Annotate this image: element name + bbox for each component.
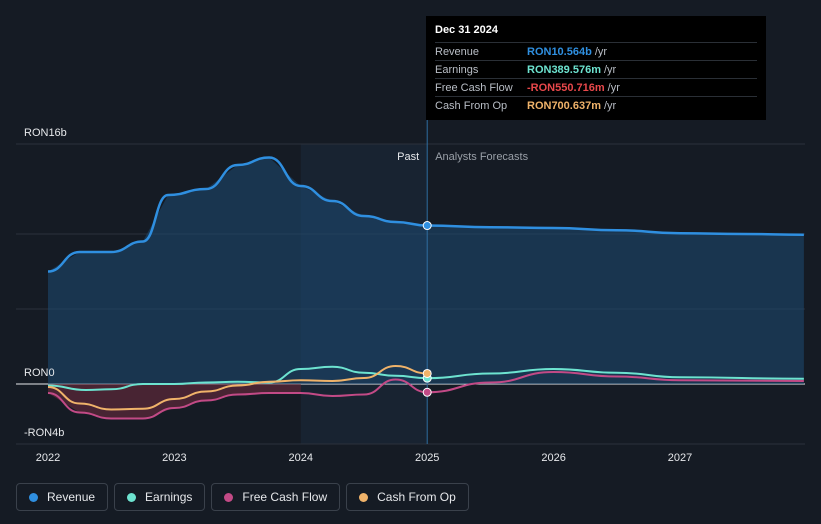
y-tick-label: -RON4b <box>24 427 64 439</box>
y-axis-labels: RON16b RON0 -RON4b <box>24 127 67 439</box>
legend-label: Earnings <box>145 490 193 504</box>
tooltip-unit: /yr <box>607 81 620 94</box>
series-markers <box>422 221 432 397</box>
free-cash-flow-dot-icon <box>224 492 234 502</box>
cash-from-op-marker <box>422 368 432 378</box>
tooltip-row-cash-from-op: Cash From Op RON700.637m /yr <box>435 96 757 114</box>
legend: Revenue Earnings Free Cash Flow Cash Fro… <box>16 483 469 511</box>
revenue-marker <box>422 221 432 231</box>
free-cash-flow-line <box>47 370 804 420</box>
x-tick-label: 2026 <box>541 452 565 464</box>
earnings-line <box>47 365 804 392</box>
series-lines <box>47 156 804 420</box>
tooltip-row-revenue: Revenue RON10.564b /yr <box>435 42 757 60</box>
legend-item-cash-from-op[interactable]: Cash From Op <box>346 483 469 511</box>
x-tick-label: 2023 <box>162 452 186 464</box>
tooltip-unit: /yr <box>604 99 617 112</box>
tooltip-date: Dec 31 2024 <box>435 24 498 36</box>
x-axis-labels: 2022 2023 2024 2025 2026 2027 <box>36 452 692 464</box>
tooltip-value: RON10.564b <box>527 45 592 58</box>
tooltip-row-earnings: Earnings RON389.576m /yr <box>435 60 757 78</box>
cash-from-op-dot-icon <box>359 492 369 502</box>
legend-label: Free Cash Flow <box>242 490 328 504</box>
revenue-line <box>47 156 804 273</box>
cash-from-op-line <box>47 364 428 411</box>
revenue-dot-icon <box>29 492 38 502</box>
forecast-label: Analysts Forecasts <box>435 151 528 163</box>
x-tick-label: 2027 <box>668 452 692 464</box>
tooltip-unit: /yr <box>594 45 608 58</box>
tooltip-unit: /yr <box>604 63 617 76</box>
legend-item-free-cash-flow[interactable]: Free Cash Flow <box>211 483 341 511</box>
legend-label: Revenue <box>47 490 96 504</box>
legend-item-revenue[interactable]: Revenue <box>16 483 109 511</box>
tooltip-label: Free Cash Flow <box>435 81 513 94</box>
tooltip-value: RON700.637m <box>527 99 601 112</box>
tooltip-label: Cash From Op <box>435 99 508 112</box>
tooltip-value: -RON550.716m <box>527 81 605 94</box>
free-cash-flow-marker <box>422 387 432 397</box>
earnings-dot-icon <box>127 492 137 502</box>
tooltip-label: Revenue <box>435 45 480 58</box>
y-tick-label: RON0 <box>24 367 55 379</box>
legend-label: Cash From Op <box>377 490 456 504</box>
tooltip-value: RON389.576m <box>527 63 601 76</box>
tooltip-label: Earnings <box>435 63 479 76</box>
tooltip: Dec 31 2024 Revenue RON10.564b /yr Earni… <box>426 16 766 120</box>
x-tick-label: 2024 <box>289 452 313 464</box>
legend-item-earnings[interactable]: Earnings <box>114 483 206 511</box>
y-tick-label: RON16b <box>24 127 67 139</box>
x-tick-label: 2025 <box>415 452 439 464</box>
revenue-area <box>48 157 804 384</box>
past-label: Past <box>397 151 419 163</box>
x-tick-label: 2022 <box>36 452 60 464</box>
tooltip-row-free-cash-flow: Free Cash Flow -RON550.716m /yr <box>435 78 757 96</box>
